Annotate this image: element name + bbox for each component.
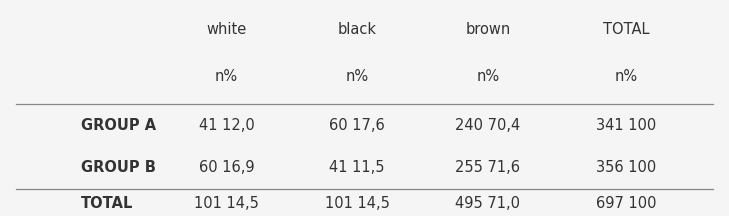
Text: TOTAL: TOTAL bbox=[81, 196, 133, 211]
Text: 60 17,6: 60 17,6 bbox=[330, 118, 385, 133]
Text: 101 14,5: 101 14,5 bbox=[194, 196, 259, 211]
Text: 255 71,6: 255 71,6 bbox=[456, 160, 521, 175]
Text: TOTAL: TOTAL bbox=[603, 22, 650, 37]
Text: 341 100: 341 100 bbox=[596, 118, 656, 133]
Text: black: black bbox=[338, 22, 377, 37]
Text: 101 14,5: 101 14,5 bbox=[325, 196, 390, 211]
Text: 697 100: 697 100 bbox=[596, 196, 656, 211]
Text: n%: n% bbox=[215, 68, 238, 84]
Text: 41 11,5: 41 11,5 bbox=[330, 160, 385, 175]
Text: white: white bbox=[206, 22, 246, 37]
Text: GROUP A: GROUP A bbox=[81, 118, 157, 133]
Text: n%: n% bbox=[615, 68, 637, 84]
Text: n%: n% bbox=[346, 68, 369, 84]
Text: 60 16,9: 60 16,9 bbox=[199, 160, 254, 175]
Text: GROUP B: GROUP B bbox=[81, 160, 156, 175]
Text: brown: brown bbox=[465, 22, 510, 37]
Text: 240 70,4: 240 70,4 bbox=[456, 118, 521, 133]
Text: 356 100: 356 100 bbox=[596, 160, 656, 175]
Text: 41 12,0: 41 12,0 bbox=[198, 118, 254, 133]
Text: n%: n% bbox=[476, 68, 499, 84]
Text: 495 71,0: 495 71,0 bbox=[456, 196, 521, 211]
